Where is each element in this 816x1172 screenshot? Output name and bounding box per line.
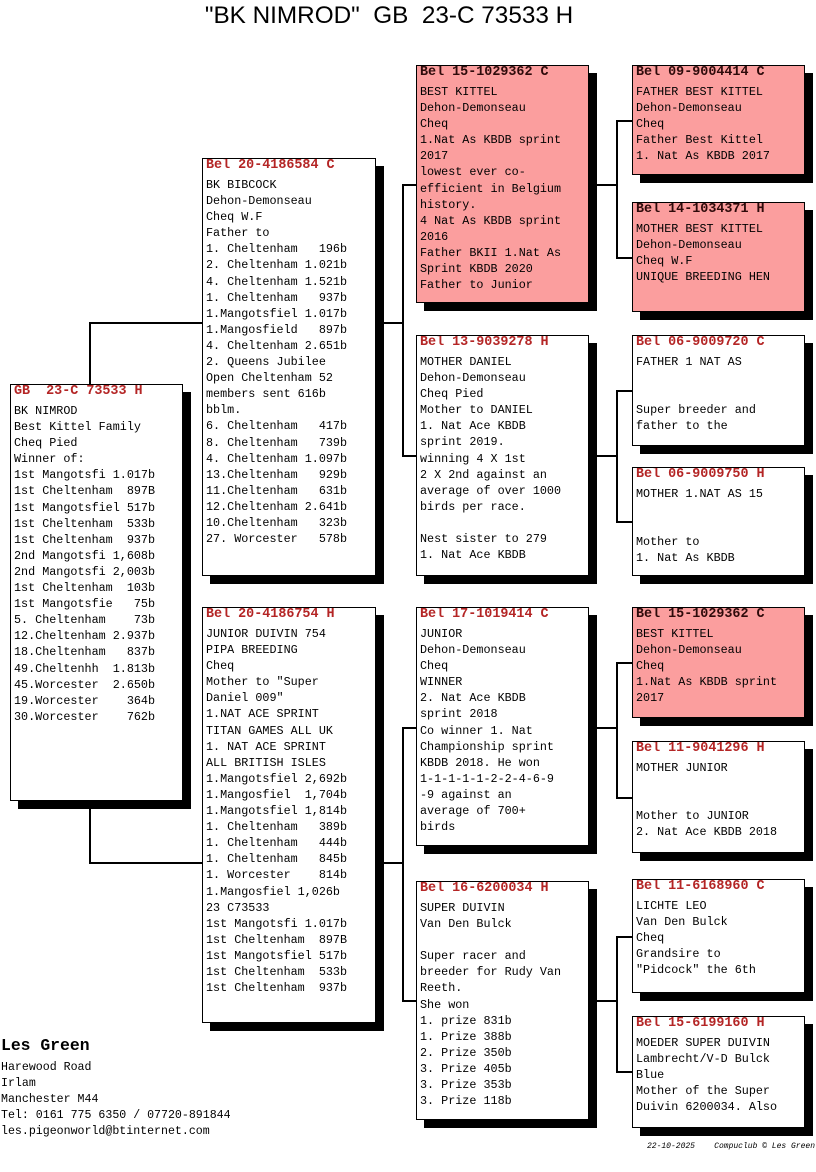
pedigree-box-grandmother-maternal: Bel 16-6200034 H SUPER DUIVIN Van Den Bu…	[416, 881, 589, 1120]
ring-number: Bel 11-9041296 H	[636, 741, 765, 756]
connector-gg1-stub	[616, 120, 632, 122]
pedigree-box-great-grandparent-3: Bel 06-9009720 C FATHER 1 NAT AS Super b…	[632, 335, 805, 446]
pedigree-notes: MOTHER 1.NAT AS 15 Mother to 1. Nat As K…	[636, 487, 763, 566]
pedigree-notes: MOTHER BEST KITTEL Dehon-Demonseau Cheq …	[636, 222, 770, 285]
footer-credit: 22-10-2025 Compuclub © Les Green	[646, 1142, 815, 1151]
pedigree-box-great-grandparent-7: Bel 11-6168960 C LICHTE LEO Van Den Bulc…	[632, 879, 805, 993]
connector-gg78-bracket	[616, 936, 618, 1072]
pedigree-notes: SUPER DUIVIN Van Den Bulck Super racer a…	[420, 901, 562, 1109]
ring-number: GB 23-C 73533 H	[14, 384, 143, 399]
pedigree-notes: BEST KITTEL Dehon-Demonseau Cheq 1.Nat A…	[420, 85, 562, 293]
connector-g2-right	[589, 455, 617, 457]
connector-subject-bottom-vertical	[89, 801, 91, 863]
connector-gg4-stub	[616, 521, 632, 523]
connector-gg6-stub	[616, 797, 632, 799]
contact-name: Les Green	[1, 1036, 90, 1055]
connector-gg8-stub	[616, 1071, 632, 1073]
page-title: "BK NIMROD" GB 23-C 73533 H	[204, 2, 574, 29]
connector-father-bracket	[402, 184, 404, 456]
contact-block: Les Green Harewood Road Irlam Manchester…	[1, 1036, 231, 1140]
pedigree-box-great-grandparent-2: Bel 14-1034371 H MOTHER BEST KITTEL Deho…	[632, 202, 805, 312]
pedigree-notes: LICHTE LEO Van Den Bulck Cheq Grandsire …	[636, 899, 756, 978]
pedigree-notes: JUNIOR DUIVIN 754 PIPA BREEDING Cheq Mot…	[206, 627, 348, 996]
connector-father-horizontal	[89, 322, 202, 324]
connector-gg5-stub	[616, 662, 632, 664]
connector-mother-stub	[376, 862, 403, 864]
pedigree-notes: BK NIMROD Best Kittel Family Cheq Pied W…	[14, 404, 156, 724]
connector-subject-top-vertical	[89, 322, 91, 384]
pedigree-box-grandfather-maternal: Bel 17-1019414 C JUNIOR Dehon-Demonseau …	[416, 607, 589, 846]
pedigree-notes: BK BIBCOCK Dehon-Demonseau Cheq W.F Fath…	[206, 178, 348, 547]
pedigree-box-great-grandparent-5: Bel 15-1029362 C BEST KITTEL Dehon-Demon…	[632, 607, 805, 718]
pedigree-box-great-grandparent-4: Bel 06-9009750 H MOTHER 1.NAT AS 15 Moth…	[632, 467, 805, 576]
pedigree-box-father: Bel 20-4186584 C BK BIBCOCK Dehon-Demons…	[202, 158, 376, 576]
connector-g1-right	[589, 184, 617, 186]
ring-number: Bel 06-9009750 H	[636, 467, 765, 482]
pedigree-box-great-grandparent-8: Bel 15-6199160 H MOEDER SUPER DUIVIN Lam…	[632, 1016, 805, 1128]
connector-g3-stub	[402, 727, 416, 729]
pedigree-box-mother: Bel 20-4186754 H JUNIOR DUIVIN 754 PIPA …	[202, 607, 376, 1023]
pedigree-notes: FATHER BEST KITTEL Dehon-Demonseau Cheq …	[636, 85, 770, 164]
connector-father-stub	[376, 322, 403, 324]
pedigree-notes: BEST KITTEL Dehon-Demonseau Cheq 1.Nat A…	[636, 627, 778, 706]
pedigree-notes: JUNIOR Dehon-Demonseau Cheq WINNER 2. Na…	[420, 627, 554, 835]
connector-mother-horizontal	[89, 862, 202, 864]
pedigree-box-great-grandparent-6: Bel 11-9041296 H MOTHER JUNIOR Mother to…	[632, 741, 805, 853]
connector-g4-right	[589, 1000, 617, 1002]
ring-number: Bel 09-9004414 C	[636, 65, 765, 80]
ring-number: Bel 06-9009720 C	[636, 335, 765, 350]
connector-gg12-bracket	[616, 120, 618, 258]
connector-gg3-stub	[616, 390, 632, 392]
pedigree-box-grandmother-paternal: Bel 13-9039278 H MOTHER DANIEL Dehon-Dem…	[416, 335, 589, 576]
ring-number: Bel 11-6168960 C	[636, 879, 765, 894]
pedigree-box-grandfather-paternal: Bel 15-1029362 C BEST KITTEL Dehon-Demon…	[416, 65, 589, 303]
connector-g4-stub	[402, 1000, 416, 1002]
pedigree-notes: FATHER 1 NAT AS Super breeder and father…	[636, 355, 756, 434]
connector-g1-stub	[402, 184, 416, 186]
contact-details: Harewood Road Irlam Manchester M44 Tel: …	[1, 1061, 231, 1138]
connector-g3-right	[589, 727, 617, 729]
pedigree-box-subject: GB 23-C 73533 H BK NIMROD Best Kittel Fa…	[10, 384, 183, 801]
connector-gg2-stub	[616, 257, 632, 259]
pedigree-notes: MOTHER DANIEL Dehon-Demonseau Cheq Pied …	[420, 355, 562, 563]
connector-g2-stub	[402, 455, 416, 457]
ring-number: Bel 16-6200034 H	[420, 881, 549, 896]
pedigree-notes: MOTHER JUNIOR Mother to JUNIOR 2. Nat Ac…	[636, 761, 778, 840]
connector-gg7-stub	[616, 936, 632, 938]
ring-number: Bel 14-1034371 H	[636, 202, 765, 217]
pedigree-notes: MOEDER SUPER DUIVIN Lambrecht/V-D Bulck …	[636, 1036, 778, 1115]
ring-number: Bel 20-4186584 C	[206, 158, 335, 173]
connector-mother-bracket	[402, 727, 404, 1002]
pedigree-box-great-grandparent-1: Bel 09-9004414 C FATHER BEST KITTEL Deho…	[632, 65, 805, 175]
connector-gg56-bracket	[616, 662, 618, 798]
ring-number: Bel 20-4186754 H	[206, 607, 335, 622]
ring-number: Bel 13-9039278 H	[420, 335, 549, 350]
connector-gg34-bracket	[616, 390, 618, 522]
ring-number: Bel 15-1029362 C	[420, 65, 549, 80]
ring-number: Bel 15-6199160 H	[636, 1016, 765, 1031]
ring-number: Bel 17-1019414 C	[420, 607, 549, 622]
ring-number: Bel 15-1029362 C	[636, 607, 765, 622]
